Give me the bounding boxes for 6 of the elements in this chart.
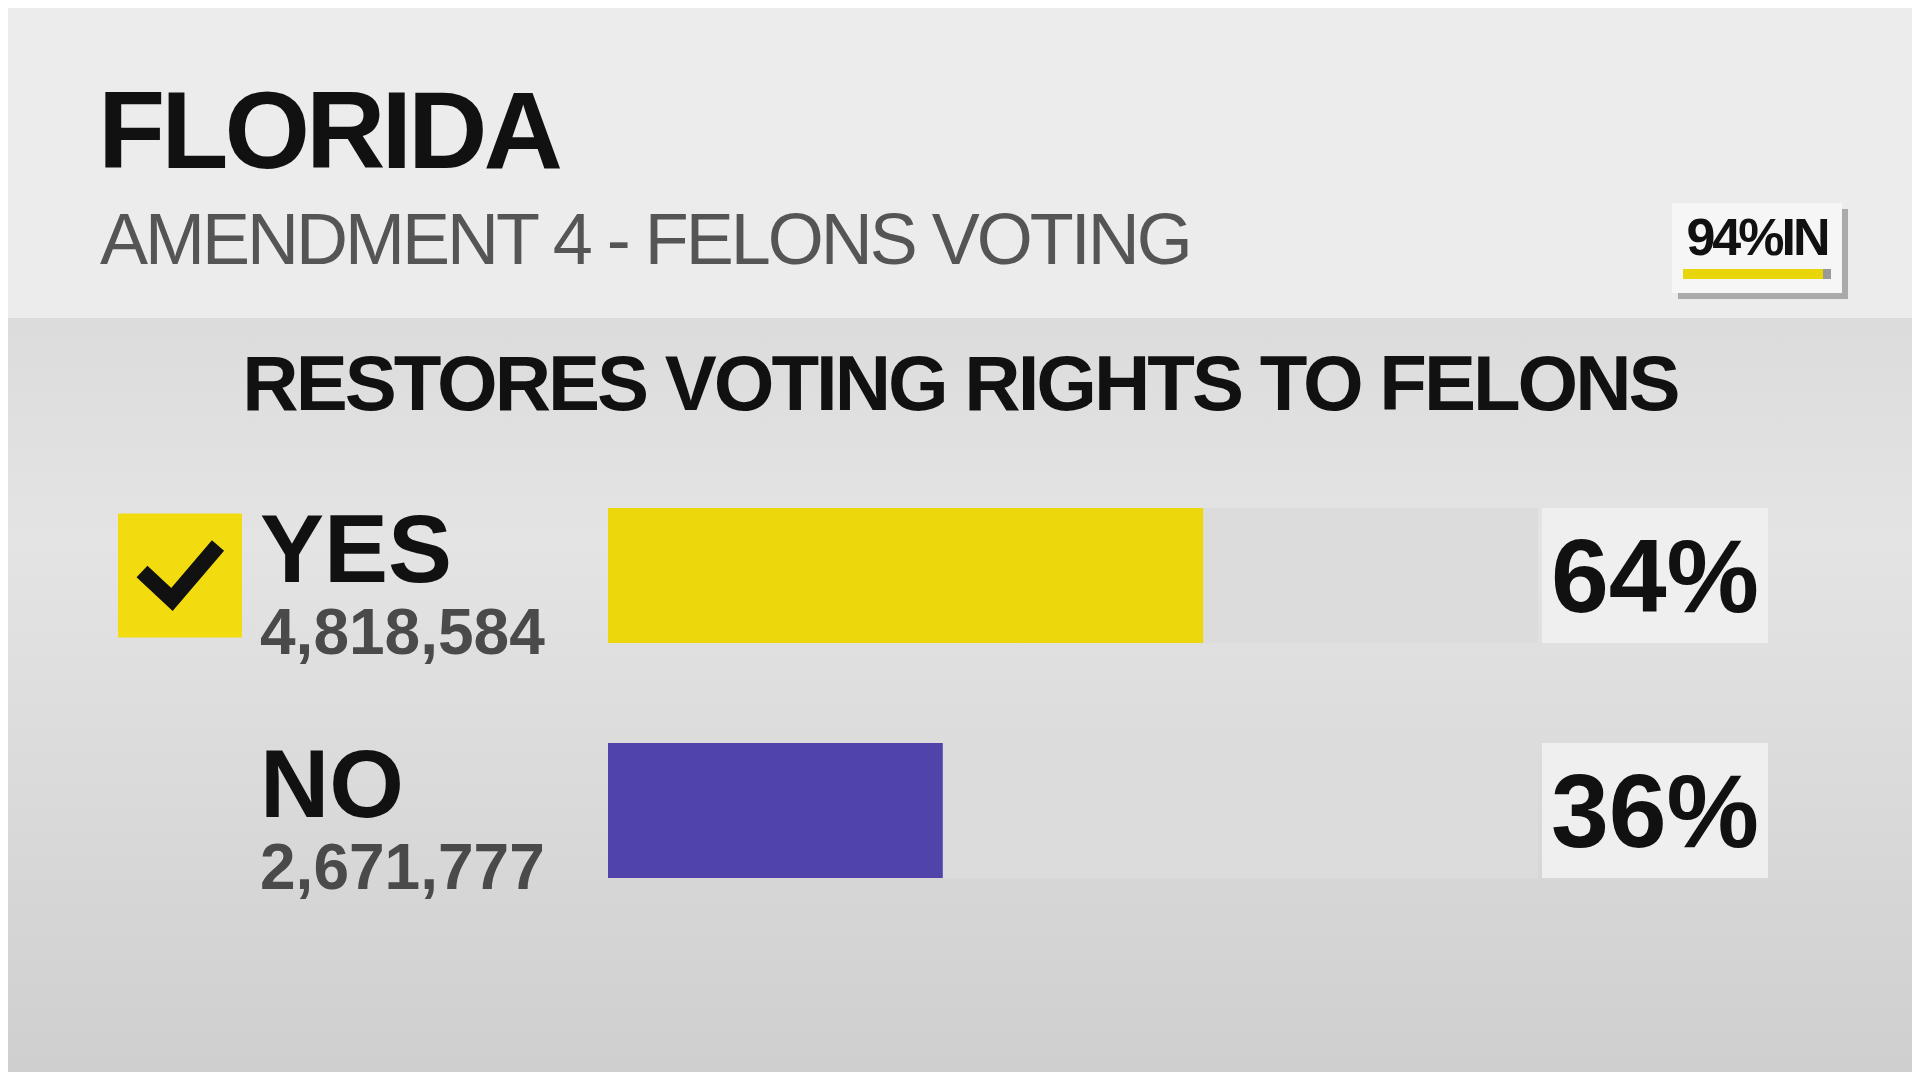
chart-title: FLORIDA xyxy=(98,67,559,193)
data-label: 64% xyxy=(1550,517,1760,634)
text: RESTORES VOTING RIGHTS TO FELONS xyxy=(241,338,1679,429)
text: 94%IN xyxy=(1685,207,1829,267)
chart-subtitle: AMENDMENT 4 - FELONS VOTING xyxy=(100,198,1190,280)
data-label: 36% xyxy=(1550,752,1760,869)
